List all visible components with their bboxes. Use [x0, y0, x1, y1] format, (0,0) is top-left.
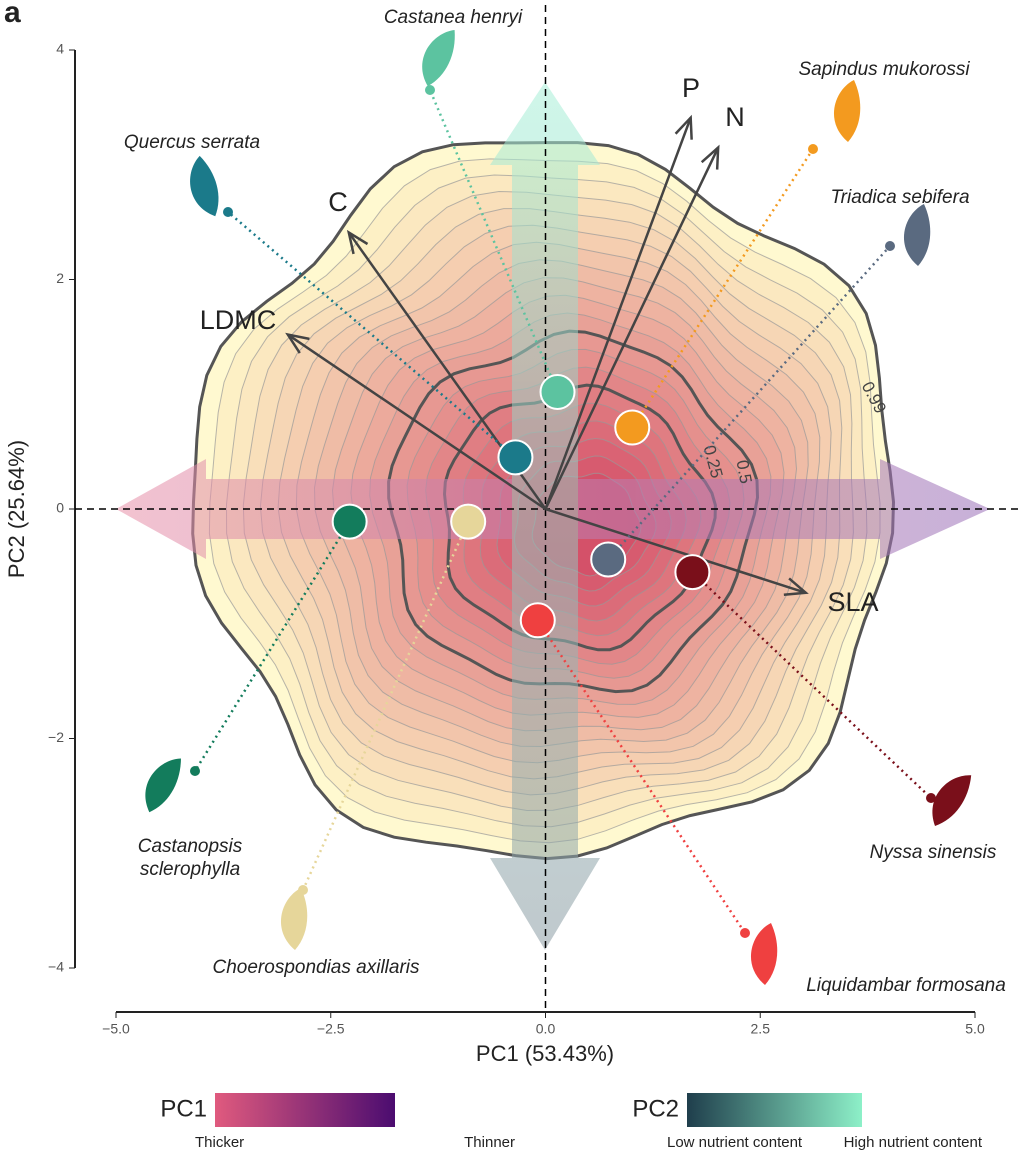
- leaf-icon: [280, 888, 308, 950]
- point: [497, 439, 534, 476]
- leader-dot: [223, 207, 233, 217]
- legend-title: PC1: [160, 1095, 207, 1122]
- leader-dot: [740, 928, 750, 938]
- legend-low: Low nutrient content: [667, 1134, 803, 1151]
- leader-line: [691, 571, 932, 799]
- leaf-icon: [190, 155, 219, 217]
- species-label: Sapindus mukorossi: [798, 59, 970, 80]
- legend-low: Thicker: [195, 1134, 244, 1151]
- loading-label: SLA: [827, 587, 878, 617]
- point: [331, 503, 368, 540]
- leader-line: [631, 148, 815, 429]
- x-tick-label: 5.0: [965, 1021, 985, 1037]
- leader-dot: [926, 793, 936, 803]
- arrow-head: [674, 114, 693, 140]
- leader-line: [428, 89, 559, 393]
- point: [450, 503, 487, 540]
- loading-arrow: [544, 117, 692, 510]
- loading-arrow: [287, 333, 547, 511]
- species-label: Triadica sebifera: [830, 187, 969, 208]
- arrow-head: [700, 144, 720, 170]
- arrow-head: [783, 577, 809, 596]
- legend-gradient: [215, 1093, 395, 1127]
- point: [674, 554, 711, 591]
- species-label: Nyssa sinensis: [870, 842, 997, 863]
- point: [590, 541, 627, 578]
- leader-line: [301, 521, 470, 891]
- legend-high: Thinner: [464, 1134, 515, 1151]
- x-tick-label: 0.0: [536, 1021, 556, 1037]
- y-tick-label: 0: [56, 500, 64, 516]
- point: [519, 602, 556, 639]
- loading-arrow: [544, 146, 720, 510]
- point: [614, 409, 651, 446]
- y-tick-label: −4: [48, 959, 64, 975]
- leaf-icon: [750, 923, 778, 985]
- leaf-icon: [422, 29, 455, 87]
- leader-line: [536, 619, 747, 934]
- contour-label: 0.5: [733, 459, 756, 486]
- leaf-icon: [903, 204, 931, 266]
- leader-line: [193, 520, 351, 772]
- point: [539, 373, 576, 410]
- species-label-box: Castanopsis sclerophylla: [137, 836, 243, 880]
- leaf-icon: [145, 758, 181, 813]
- arrow-head: [346, 229, 369, 255]
- leader-dot: [425, 85, 435, 95]
- loading-label: LDMC: [200, 305, 277, 335]
- legend-title: PC2: [632, 1095, 679, 1122]
- x-axis-label: PC1 (53.43%): [476, 1041, 614, 1066]
- loading-arrow: [545, 507, 807, 594]
- arrow-head: [285, 332, 310, 354]
- leader-line: [607, 245, 891, 561]
- leaf-icon: [932, 775, 972, 826]
- x-tick-label: −5.0: [102, 1021, 130, 1037]
- y-tick-label: 4: [56, 41, 64, 57]
- species-label: Castanopsis sclerophylla: [137, 836, 243, 880]
- leader-dot: [190, 766, 200, 776]
- leader-dot: [885, 241, 895, 251]
- species-label: Choerospondias axillaris: [213, 957, 420, 978]
- y-tick-label: 2: [56, 270, 64, 286]
- leaf-icon: [833, 80, 861, 142]
- y-tick-label: −2: [48, 729, 64, 745]
- legend-gradient: [687, 1093, 862, 1127]
- species-label: Liquidambar formosana: [806, 975, 1006, 996]
- y-axis-label: PC2 (25.64%): [4, 440, 29, 578]
- loading-label: N: [725, 102, 745, 132]
- loading-label: C: [328, 187, 348, 217]
- direction-arrows: [116, 82, 990, 950]
- leader-dot: [808, 144, 818, 154]
- legend-high: High nutrient content: [844, 1134, 983, 1151]
- species-label: Castanea henryi: [384, 7, 523, 28]
- panel-label: a: [4, 0, 21, 29]
- species-label: Quercus serrata: [124, 132, 260, 153]
- x-tick-label: −2.5: [317, 1021, 345, 1037]
- x-tick-label: 2.5: [751, 1021, 771, 1037]
- loading-label: P: [682, 73, 700, 103]
